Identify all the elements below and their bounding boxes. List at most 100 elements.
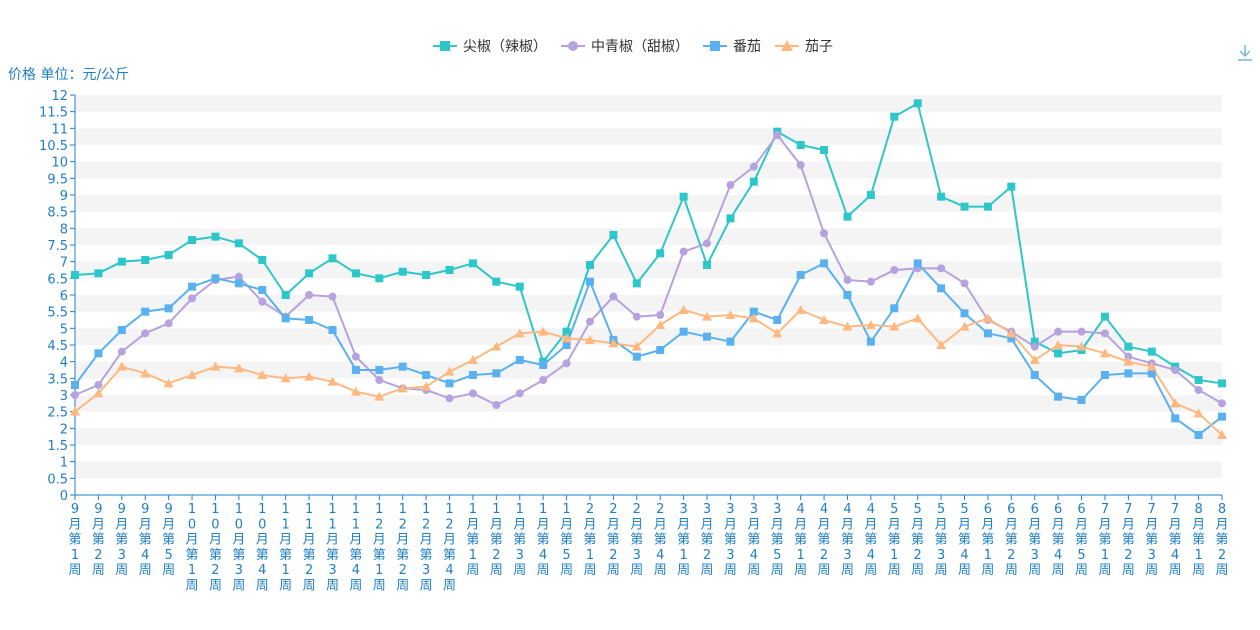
series-markers	[70, 99, 1227, 439]
data-point	[539, 361, 548, 369]
data-point	[328, 254, 337, 263]
legend-label: 番茄	[733, 38, 761, 55]
data-point	[913, 99, 922, 108]
x-tick-label: 6 月第 2 周	[1005, 502, 1018, 578]
data-point	[188, 282, 197, 291]
data-point	[280, 373, 291, 383]
data-point	[422, 271, 431, 279]
data-point	[748, 313, 759, 323]
grid-band	[75, 428, 1222, 445]
data-point	[890, 304, 899, 313]
data-point	[1217, 430, 1227, 439]
data-point	[1170, 398, 1181, 408]
data-point	[281, 291, 290, 299]
y-tick-label: 5.5	[47, 306, 68, 321]
x-tick-label: 3 月第 4 周	[747, 502, 760, 578]
data-point	[141, 307, 150, 316]
data-point	[819, 315, 830, 324]
data-point	[188, 294, 197, 303]
x-tick-label: 4 月第 3 周	[841, 502, 854, 578]
y-tick-label: 2	[60, 422, 68, 437]
data-point	[539, 376, 548, 384]
data-point	[913, 259, 922, 268]
x-tick-label: 1 1 月第 2 周	[303, 502, 316, 594]
data-point	[514, 328, 525, 338]
legend-item[interactable]: 茄子	[775, 38, 833, 55]
y-tick-label: 4.5	[47, 339, 68, 354]
data-point	[468, 371, 477, 379]
x-tick-label: 4 月第 1 周	[794, 502, 807, 578]
x-tick-label: 1 2 月第 2 周	[396, 502, 409, 594]
x-tick-label: 9 月第 2 周	[92, 502, 105, 578]
data-point	[468, 389, 477, 398]
data-point	[632, 279, 641, 288]
data-point	[375, 376, 384, 384]
data-point	[982, 313, 993, 323]
x-tick-label: 1 0 月第 2 周	[209, 502, 222, 594]
data-point	[140, 368, 151, 378]
data-point	[374, 391, 385, 401]
data-point	[187, 370, 198, 379]
data-point	[703, 332, 712, 341]
data-point	[1193, 408, 1204, 418]
legend-item[interactable]: 中青椒（甜椒）	[561, 39, 689, 55]
data-point	[350, 386, 361, 396]
data-point	[632, 352, 641, 361]
series-line-0	[74, 102, 1223, 385]
data-point	[234, 279, 243, 288]
data-point	[1006, 328, 1017, 338]
data-point	[983, 202, 992, 211]
data-point	[116, 361, 127, 371]
data-point	[94, 269, 103, 278]
legend-marker	[781, 40, 793, 51]
x-tick-label: 1 2 月第 4 周	[443, 502, 456, 594]
data-point	[351, 269, 360, 278]
x-tick-label: 5 月第 2 周	[911, 502, 924, 578]
data-point	[421, 381, 432, 391]
grid-band	[75, 295, 1222, 312]
x-tick-label: 5 月第 4 周	[958, 502, 971, 578]
data-point	[1194, 376, 1203, 384]
data-point	[1030, 337, 1039, 346]
data-point	[585, 317, 594, 326]
x-tick-label: 7 月第 1 周	[1098, 502, 1111, 578]
data-point	[679, 247, 688, 256]
y-tick-label: 10	[51, 156, 68, 171]
legend-item[interactable]: 尖椒（辣椒）	[433, 39, 547, 55]
x-tick-label: 5 月第 1 周	[888, 502, 901, 578]
download-icon[interactable]	[1238, 45, 1252, 61]
data-point	[1054, 349, 1063, 358]
data-point	[117, 326, 126, 334]
data-point	[1218, 399, 1226, 408]
data-point	[937, 284, 946, 293]
y-tick-label: 12	[51, 89, 68, 104]
data-point	[141, 329, 150, 338]
legend-label: 中青椒（甜椒）	[591, 39, 689, 55]
data-point	[820, 259, 829, 268]
data-point	[397, 383, 408, 393]
x-tick-label: 1 月第 5 周	[560, 502, 573, 578]
data-point	[328, 292, 337, 301]
data-point	[93, 388, 104, 398]
data-point	[1218, 379, 1226, 388]
legend-marker	[568, 41, 578, 51]
y-tick-label: 8	[60, 222, 68, 237]
data-point	[656, 311, 665, 319]
data-point	[1076, 341, 1087, 351]
legend-item[interactable]: 番茄	[703, 38, 761, 55]
x-tick-label: 4 月第 2 周	[818, 502, 831, 578]
data-point	[515, 389, 524, 398]
data-point	[94, 381, 103, 389]
data-point	[796, 141, 805, 149]
data-point	[562, 327, 571, 336]
data-point	[141, 256, 150, 264]
data-point	[609, 231, 618, 239]
data-point	[234, 239, 243, 248]
x-tick-label: 1 月第 4 周	[537, 502, 550, 578]
data-point	[703, 261, 712, 269]
data-point	[1100, 329, 1109, 338]
y-tick-label: 7	[60, 256, 68, 271]
x-tick-label: 1 2 月第 1 周	[373, 502, 386, 594]
data-point	[796, 271, 805, 279]
data-point	[305, 291, 314, 299]
